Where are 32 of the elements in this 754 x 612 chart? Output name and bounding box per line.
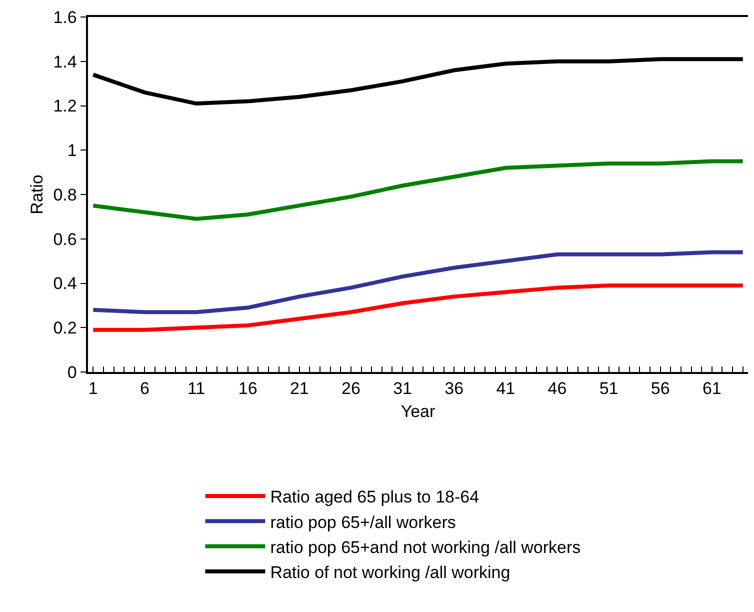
legend-label: ratio pop 65+and not working /all workers [270, 538, 581, 557]
x-tick-label: 36 [444, 379, 464, 398]
y-tick-label: 0.8 [53, 185, 77, 204]
x-tick-label: 16 [238, 379, 258, 398]
legend-label: ratio pop 65+/all workers [270, 512, 456, 532]
y-tick-label: 0.4 [53, 274, 77, 294]
line-series [91, 283, 745, 332]
x-tick-label: 6 [140, 379, 150, 398]
x-tick-label: 11 [187, 379, 206, 398]
x-tick-label: 21 [290, 379, 309, 398]
line-series [91, 250, 745, 314]
x-tick-label: 51 [599, 379, 618, 398]
y-tick-label: 1.4 [53, 52, 77, 72]
x-tick-label: 46 [548, 379, 567, 398]
y-tick-label: 0 [67, 362, 77, 382]
x-tick-label: 41 [496, 379, 516, 398]
y-tick-label: 1.2 [53, 96, 77, 116]
x-tick-label: 61 [702, 379, 722, 398]
y-tick-label: 0.2 [53, 318, 77, 338]
x-tick-label: 26 [342, 379, 360, 398]
x-tick-label: 31 [393, 379, 412, 398]
legend-label: Ratio of not working /all working [270, 562, 510, 582]
y-tick-label: 1 [67, 141, 77, 160]
legend-label: Ratio aged 65 plus to 18-64 [270, 488, 480, 507]
line-series [91, 159, 745, 221]
y-axis-title: Ratio [27, 174, 46, 214]
y-tick-label: 0.6 [53, 230, 77, 249]
x-tick-label: 56 [650, 379, 670, 398]
x-tick-label: 1 [88, 379, 98, 398]
line-series [91, 57, 745, 106]
y-tick-label: 1.6 [53, 8, 77, 27]
x-axis-title: Year [400, 402, 436, 422]
